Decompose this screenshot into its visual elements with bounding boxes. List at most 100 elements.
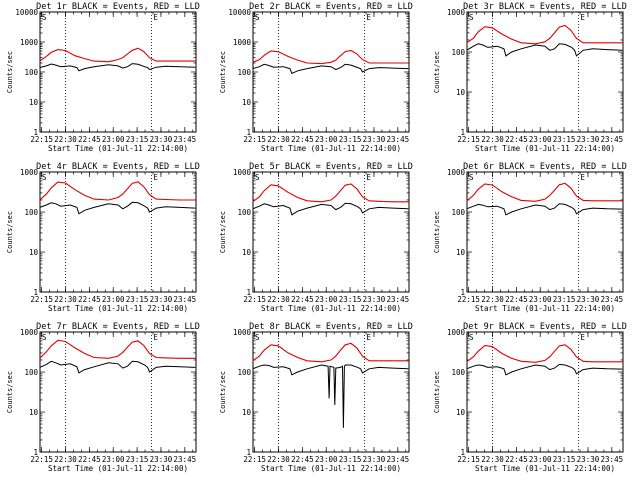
events-series-line — [252, 364, 409, 428]
panel-det-6: Det 6r BLACK = Events, RED = LLD 1 10 100 10… — [433, 162, 627, 313]
panel-det-1: Det 1r BLACK = Events, RED = LLD 1 10 100 10… — [6, 2, 200, 153]
start-flag: S — [255, 13, 260, 22]
y-tick-label: 1 — [246, 448, 251, 457]
x-tick-label: 22:15 — [243, 455, 266, 464]
panel-title: Det 9r BLACK = Events, RED = LLD — [463, 322, 627, 332]
y-tick-label: 10 — [242, 408, 252, 417]
start-flag: S — [42, 13, 47, 22]
x-tick-label: 23:30 — [150, 135, 173, 144]
x-tick-label: 23:15 — [553, 295, 576, 304]
plot-frame — [466, 171, 624, 293]
x-tick-label: 22:30 — [267, 295, 290, 304]
x-tick-label: 23:15 — [339, 295, 362, 304]
y-tick-label: 1 — [460, 288, 465, 297]
end-flag: E — [153, 333, 158, 342]
x-tick-label: 22:30 — [54, 135, 77, 144]
panel-det-5: Det 5r BLACK = Events, RED = LLD 1 10 100 10… — [219, 162, 413, 313]
x-tick-label: 23:00 — [529, 455, 552, 464]
x-axis-label: Start Time (01-Jul-11 22:14:00) — [261, 144, 401, 153]
x-tick-label: 23:00 — [102, 295, 125, 304]
x-tick-label: 23:30 — [577, 295, 600, 304]
x-tick-label: 23:30 — [363, 455, 386, 464]
lld-series-line — [39, 181, 196, 201]
x-tick-label: 22:15 — [457, 295, 480, 304]
events-series-line — [466, 43, 623, 57]
x-tick-label: 22:45 — [78, 135, 101, 144]
x-tick-label: 22:45 — [291, 295, 314, 304]
plot-frame — [252, 171, 410, 293]
events-series-line — [39, 201, 196, 215]
y-axis-label: Counts/sec — [6, 51, 14, 93]
plot-frame — [39, 171, 197, 293]
panel-title: Det 3r BLACK = Events, RED = LLD — [463, 2, 627, 12]
x-tick-label: 23:00 — [529, 135, 552, 144]
x-tick-label: 22:45 — [505, 455, 528, 464]
start-flag: S — [42, 173, 47, 182]
y-tick-label: 1 — [33, 288, 38, 297]
y-tick-label: 10000 — [228, 8, 251, 17]
y-tick-label: 1 — [246, 128, 251, 137]
x-tick-label: 23:30 — [577, 455, 600, 464]
plot-frame — [252, 331, 410, 453]
lld-series-line — [39, 339, 196, 359]
y-axis-label: Counts/sec — [433, 211, 441, 253]
start-flag: S — [469, 333, 474, 342]
panel-title: Det 2r BLACK = Events, RED = LLD — [249, 2, 413, 12]
y-axis-label: Counts/sec — [6, 211, 14, 253]
panel-det-2: Det 2r BLACK = Events, RED = LLD 1 10 100 10… — [219, 2, 413, 153]
plot-frame — [39, 331, 197, 453]
panel-title: Det 8r BLACK = Events, RED = LLD — [249, 322, 413, 332]
x-tick-label: 22:15 — [30, 295, 53, 304]
x-tick-label: 22:45 — [78, 295, 101, 304]
x-axis-label: Start Time (01-Jul-11 22:14:00) — [48, 304, 188, 313]
x-tick-label: 22:15 — [243, 135, 266, 144]
x-tick-label: 22:30 — [481, 135, 504, 144]
plot-frame — [466, 331, 624, 453]
events-series-line — [39, 63, 196, 72]
x-tick-label: 23:45 — [601, 455, 624, 464]
y-axis-label: Counts/sec — [433, 51, 441, 93]
end-flag: E — [580, 13, 585, 22]
x-tick-label: 23:15 — [553, 135, 576, 144]
plot-frame — [39, 11, 197, 133]
x-tick-label: 23:45 — [387, 135, 410, 144]
lld-series-line — [466, 182, 623, 202]
x-tick-label: 23:30 — [150, 295, 173, 304]
end-flag: E — [153, 13, 158, 22]
events-series-line — [466, 203, 623, 216]
y-tick-label: 1 — [460, 128, 465, 137]
x-tick-label: 22:45 — [291, 455, 314, 464]
x-tick-label: 23:45 — [387, 295, 410, 304]
y-tick-label: 10 — [456, 248, 466, 257]
panel-det-4: Det 4r BLACK = Events, RED = LLD 1 10 100 10… — [6, 162, 200, 313]
x-tick-label: 22:15 — [457, 135, 480, 144]
x-tick-label: 23:15 — [339, 135, 362, 144]
y-tick-label: 1 — [33, 128, 38, 137]
x-tick-label: 22:45 — [505, 135, 528, 144]
x-tick-label: 23:00 — [315, 135, 338, 144]
y-tick-label: 1000 — [233, 168, 252, 177]
panel-title: Det 6r BLACK = Events, RED = LLD — [463, 162, 627, 172]
x-tick-label: 23:45 — [174, 135, 197, 144]
y-axis-label: Counts/sec — [219, 371, 227, 413]
x-tick-label: 23:00 — [102, 135, 125, 144]
lld-series-line — [466, 344, 623, 363]
x-tick-label: 22:30 — [267, 455, 290, 464]
panel-det-3: Det 3r BLACK = Events, RED = LLD 1 10 100 10… — [433, 2, 627, 153]
plot-frame — [252, 11, 410, 133]
x-tick-label: 23:30 — [577, 135, 600, 144]
y-tick-label: 100 — [237, 68, 251, 77]
y-tick-label: 10 — [29, 408, 39, 417]
y-tick-label: 100 — [451, 368, 465, 377]
x-tick-label: 22:30 — [481, 295, 504, 304]
x-tick-label: 23:15 — [339, 455, 362, 464]
x-axis-label: Start Time (01-Jul-11 22:14:00) — [48, 464, 188, 473]
lld-series-line — [39, 47, 196, 63]
panel-det-7: Det 7r BLACK = Events, RED = LLD 1 10 100 10… — [6, 322, 200, 473]
events-series-line — [252, 63, 409, 75]
x-tick-label: 23:45 — [601, 295, 624, 304]
y-axis-label: Counts/sec — [433, 371, 441, 413]
lld-series-line — [252, 183, 409, 203]
x-tick-label: 23:00 — [529, 295, 552, 304]
